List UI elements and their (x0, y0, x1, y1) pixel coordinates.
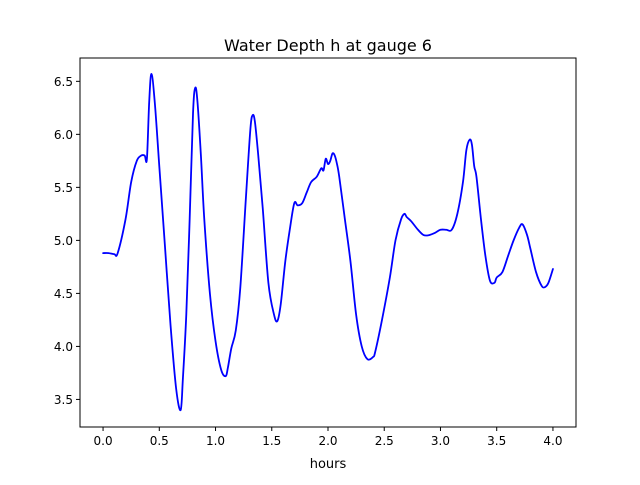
x-tick-label: 3.5 (487, 434, 506, 448)
x-tick-label: 0.0 (94, 434, 113, 448)
x-tick-label: 2.5 (375, 434, 394, 448)
axes-frame (79, 57, 577, 428)
x-tick-label: 4.0 (543, 434, 562, 448)
x-tick-label: 2.0 (318, 434, 337, 448)
x-tick-label: 0.5 (150, 434, 169, 448)
x-axis-label: hours (310, 457, 347, 472)
y-tick-label: 6.5 (54, 75, 73, 89)
y-axis: 3.5 4.0 4.5 5.0 5.5 6.0 6.5 (54, 75, 80, 407)
chart-title: Water Depth h at gauge 6 (224, 36, 432, 55)
y-tick-label: 4.5 (54, 287, 73, 301)
series-line-0 (102, 73, 554, 412)
plot-area (102, 73, 554, 412)
x-tick-label: 1.0 (206, 434, 225, 448)
y-tick-label: 5.0 (54, 234, 73, 248)
y-tick-label: 3.5 (54, 393, 73, 407)
y-tick-label: 4.0 (54, 340, 73, 354)
x-axis: 0.0 0.5 1.0 1.5 2.0 2.5 3.0 3.5 4.0 (94, 427, 562, 448)
y-tick-label: 6.0 (54, 128, 73, 142)
x-tick-label: 1.5 (262, 434, 281, 448)
x-tick-label: 3.0 (431, 434, 450, 448)
y-tick-label: 5.5 (54, 181, 73, 195)
